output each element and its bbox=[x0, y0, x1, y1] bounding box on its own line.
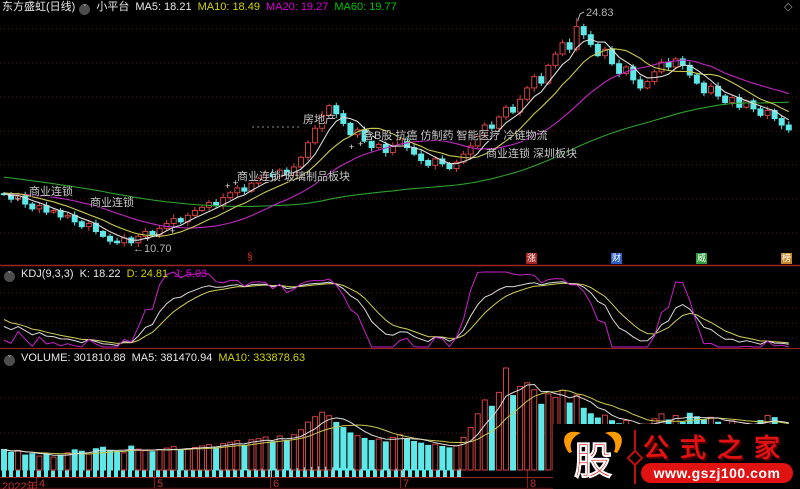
ma-value: MA60: 19.77 bbox=[334, 1, 397, 13]
axis-month-label: 4 bbox=[39, 478, 46, 489]
axis-month-label: 7 bbox=[403, 478, 410, 489]
buy-signal-plus-icon: + bbox=[233, 178, 239, 188]
logo-site-name: 公式之家 bbox=[643, 433, 792, 463]
axis-month-label: 8 bbox=[530, 478, 537, 489]
ma-values: MA5: 18.21 MA10: 18.49 MA20: 19.27 MA60: 19… bbox=[135, 1, 402, 13]
ma-value: MA5: 18.21 bbox=[135, 1, 192, 13]
buy-signal-plus-icon: + bbox=[154, 230, 160, 240]
low-price-label: ←10.70 bbox=[133, 243, 172, 255]
volume-value: VOLUME: 301810.88 bbox=[21, 352, 126, 364]
volume-values: VOLUME: 301810.88 MA5: 381470.94 MA10: 333… bbox=[21, 352, 311, 364]
buy-signal-plus-icon: + bbox=[225, 181, 231, 191]
axis-month-label: 5 bbox=[157, 478, 164, 489]
kdj-value: KDJ(9,3,3) bbox=[21, 268, 74, 280]
high-price-label: 24.83 bbox=[586, 7, 614, 19]
axis-month-label: 6 bbox=[273, 478, 280, 489]
sector-tag-label: 商业连锁 bbox=[29, 186, 73, 198]
diamond-marker-icon: ◇ bbox=[784, 1, 793, 13]
buy-signal-plus-icon: + bbox=[145, 234, 151, 244]
logo-glyph: 股 bbox=[574, 441, 612, 483]
event-badge[interactable]: 涨 bbox=[526, 253, 537, 264]
chevron-down-icon[interactable]: ˇ bbox=[79, 4, 91, 15]
sector-tag-label: 房地产 bbox=[303, 114, 336, 126]
sector-tag-label: 商业连锁 玻璃制品板块 bbox=[237, 171, 351, 183]
indicator-name: 小平台 bbox=[96, 1, 130, 13]
bull-stock-logo-icon: 股 bbox=[564, 431, 622, 483]
event-badge[interactable]: 威 bbox=[696, 253, 707, 264]
ma-value: MA20: 19.27 bbox=[265, 1, 329, 13]
chevron-down-icon[interactable]: ˇ bbox=[4, 355, 15, 366]
volume-value: MA5: 381470.94 bbox=[131, 352, 213, 364]
chevron-down-icon[interactable]: ˇ bbox=[4, 271, 15, 282]
buy-signal-plus-icon: + bbox=[349, 142, 355, 152]
buy-signal-plus-icon: + bbox=[170, 226, 176, 236]
kdj-value: K: 18.22 bbox=[79, 268, 121, 280]
volume-value: MA10: 333878.63 bbox=[218, 352, 306, 364]
sector-tag-label: 商业连锁 bbox=[90, 197, 134, 209]
kdj-values: KDJ(9,3,3) K: 18.22 D: 24.81 J: 5.03 bbox=[21, 268, 213, 280]
kdj-value: D: 24.81 bbox=[126, 268, 169, 280]
kdj-header: ˇ KDJ(9,3,3) K: 18.22 D: 24.81 J: 5.03 bbox=[2, 268, 219, 282]
buy-signal-plus-icon: + bbox=[358, 139, 364, 149]
main-chart-header: 东方盛虹(日线) ˇ 小平台 MA5: 18.21 MA10: 18.49 MA20: 1… bbox=[2, 1, 409, 15]
volume-header: ˇ VOLUME: 301810.88 MA5: 381470.94 MA10: 33… bbox=[2, 352, 317, 366]
axis-year-label: 2022年 bbox=[2, 481, 38, 489]
ma-value: MA10: 18.49 bbox=[197, 1, 260, 13]
section-mark-icon: § bbox=[247, 252, 253, 263]
buy-signal-plus-icon: + bbox=[15, 194, 21, 204]
logo-website-link[interactable]: www.gszj100.com bbox=[641, 463, 793, 483]
sector-tag-label: 商业连锁 深圳板块 bbox=[486, 148, 578, 160]
buy-signal-plus-icon: + bbox=[7, 191, 13, 201]
symbol-title: 东方盛虹(日线) bbox=[2, 1, 76, 13]
sector-tag-label: 含B股 抗癌 仿制药 智能医疗 冷链物流 bbox=[363, 130, 548, 142]
event-badge[interactable]: 财 bbox=[611, 253, 622, 264]
watermark-logo: 股 公式之家 www.gszj100.com bbox=[553, 424, 800, 489]
event-badge[interactable]: 榜 bbox=[781, 253, 792, 264]
kdj-value: J: 5.03 bbox=[174, 268, 208, 280]
